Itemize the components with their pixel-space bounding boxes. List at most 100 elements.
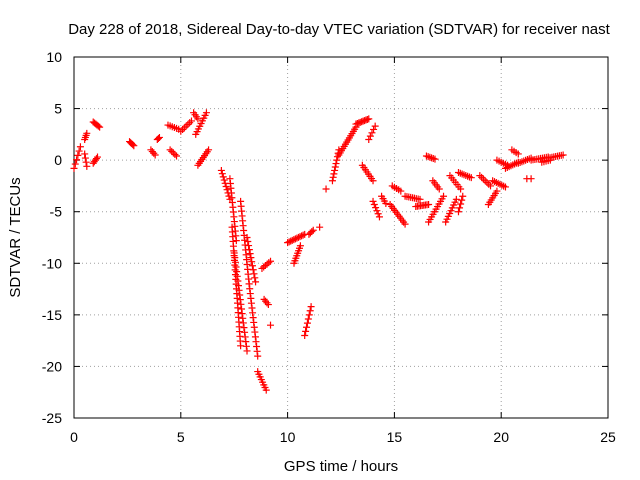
x-tick-label: 10: [280, 429, 296, 445]
data-point: [264, 301, 272, 309]
data-point: [93, 153, 101, 161]
data-point: [328, 177, 336, 185]
data-point: [154, 134, 162, 142]
data-point: [299, 231, 307, 239]
data-point: [236, 296, 244, 304]
data-point: [370, 125, 378, 133]
data-point: [250, 270, 258, 278]
data-point: [331, 163, 339, 171]
data-point: [73, 156, 81, 164]
data-point: [251, 274, 259, 282]
data-point: [166, 146, 174, 154]
data-point: [365, 136, 373, 144]
x-tick-label: 5: [177, 429, 185, 445]
data-point: [431, 155, 439, 163]
data-point: [452, 195, 460, 203]
data-point: [285, 238, 293, 246]
grid-lines: [74, 57, 608, 418]
data-point: [92, 155, 100, 163]
data-point: [293, 234, 301, 242]
data-point: [74, 151, 82, 159]
data-point: [246, 250, 254, 258]
data-point: [71, 160, 79, 168]
data-point: [302, 327, 310, 335]
data-point: [459, 192, 467, 200]
data-point: [171, 150, 179, 158]
data-point: [237, 300, 245, 308]
data-point: [440, 192, 448, 200]
data-point: [366, 132, 374, 140]
y-tick-label: -20: [42, 358, 62, 374]
y-tick-label: 10: [46, 49, 62, 65]
data-point: [238, 305, 246, 313]
data-point: [416, 195, 424, 203]
data-point: [305, 311, 313, 319]
data-point: [267, 257, 275, 265]
x-tick-label: 20: [493, 429, 509, 445]
data-point: [187, 117, 195, 125]
data-point: [428, 154, 436, 162]
data-point: [82, 158, 90, 166]
data-point: [290, 236, 298, 244]
data-point: [245, 242, 253, 250]
data-point: [316, 223, 324, 231]
data-point: [372, 204, 380, 212]
data-point: [240, 324, 248, 332]
data-point: [75, 147, 83, 155]
data-point: [514, 150, 522, 158]
data-point: [245, 246, 253, 254]
data-point: [306, 307, 314, 315]
data-point: [435, 185, 443, 193]
data-point: [369, 177, 377, 185]
data-point: [501, 183, 509, 191]
data-point: [129, 141, 137, 149]
data-point: [81, 154, 89, 162]
data-point: [238, 310, 246, 318]
data-point: [294, 233, 302, 241]
data-point: [180, 124, 188, 132]
data-point: [303, 319, 311, 327]
data-point: [301, 331, 309, 339]
data-point: [222, 183, 230, 191]
data-point: [81, 150, 89, 158]
y-tick-label: -10: [42, 255, 62, 271]
data-point: [252, 278, 260, 286]
data-point: [243, 347, 251, 355]
data-point: [333, 153, 341, 161]
data-point: [233, 272, 241, 280]
data-point: [329, 173, 337, 181]
data-point: [70, 164, 78, 172]
data-point: [296, 233, 304, 241]
data-point: [242, 338, 250, 346]
data-point: [308, 228, 316, 236]
data-point: [83, 162, 91, 170]
data-point: [476, 172, 484, 180]
data-point: [382, 199, 390, 207]
data-point: [182, 122, 190, 130]
data-point: [83, 129, 91, 137]
y-tick-label: -15: [42, 307, 62, 323]
data-point: [194, 115, 202, 123]
data-point: [424, 153, 432, 161]
data-point: [373, 207, 381, 215]
data-point: [235, 286, 243, 294]
data-point: [456, 204, 464, 212]
data-point: [457, 200, 465, 208]
data-point: [458, 196, 466, 204]
data-point: [478, 173, 486, 181]
data-point: [262, 386, 270, 394]
y-tick-label: -5: [50, 204, 63, 220]
data-point: [288, 236, 296, 244]
data-point: [205, 146, 213, 154]
x-tick-label: 25: [600, 429, 616, 445]
data-point: [332, 160, 340, 168]
data-point: [527, 175, 535, 183]
data-point: [331, 166, 339, 174]
data-point: [248, 262, 256, 270]
data-point: [223, 186, 231, 194]
data-point: [232, 263, 240, 271]
data-point: [169, 149, 177, 157]
data-point: [247, 254, 255, 262]
data-point: [330, 170, 338, 178]
